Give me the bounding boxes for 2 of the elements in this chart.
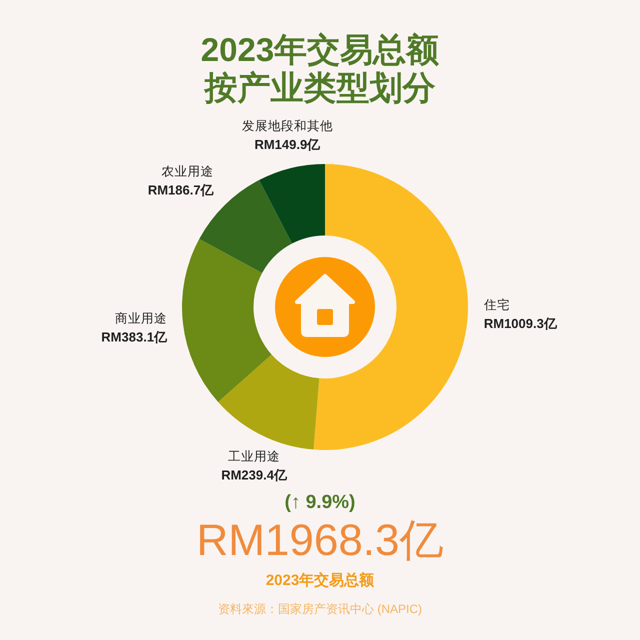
subtitle: 按产业类型划分 (204, 69, 436, 106)
title: 2023年交易总额 (200, 31, 440, 68)
